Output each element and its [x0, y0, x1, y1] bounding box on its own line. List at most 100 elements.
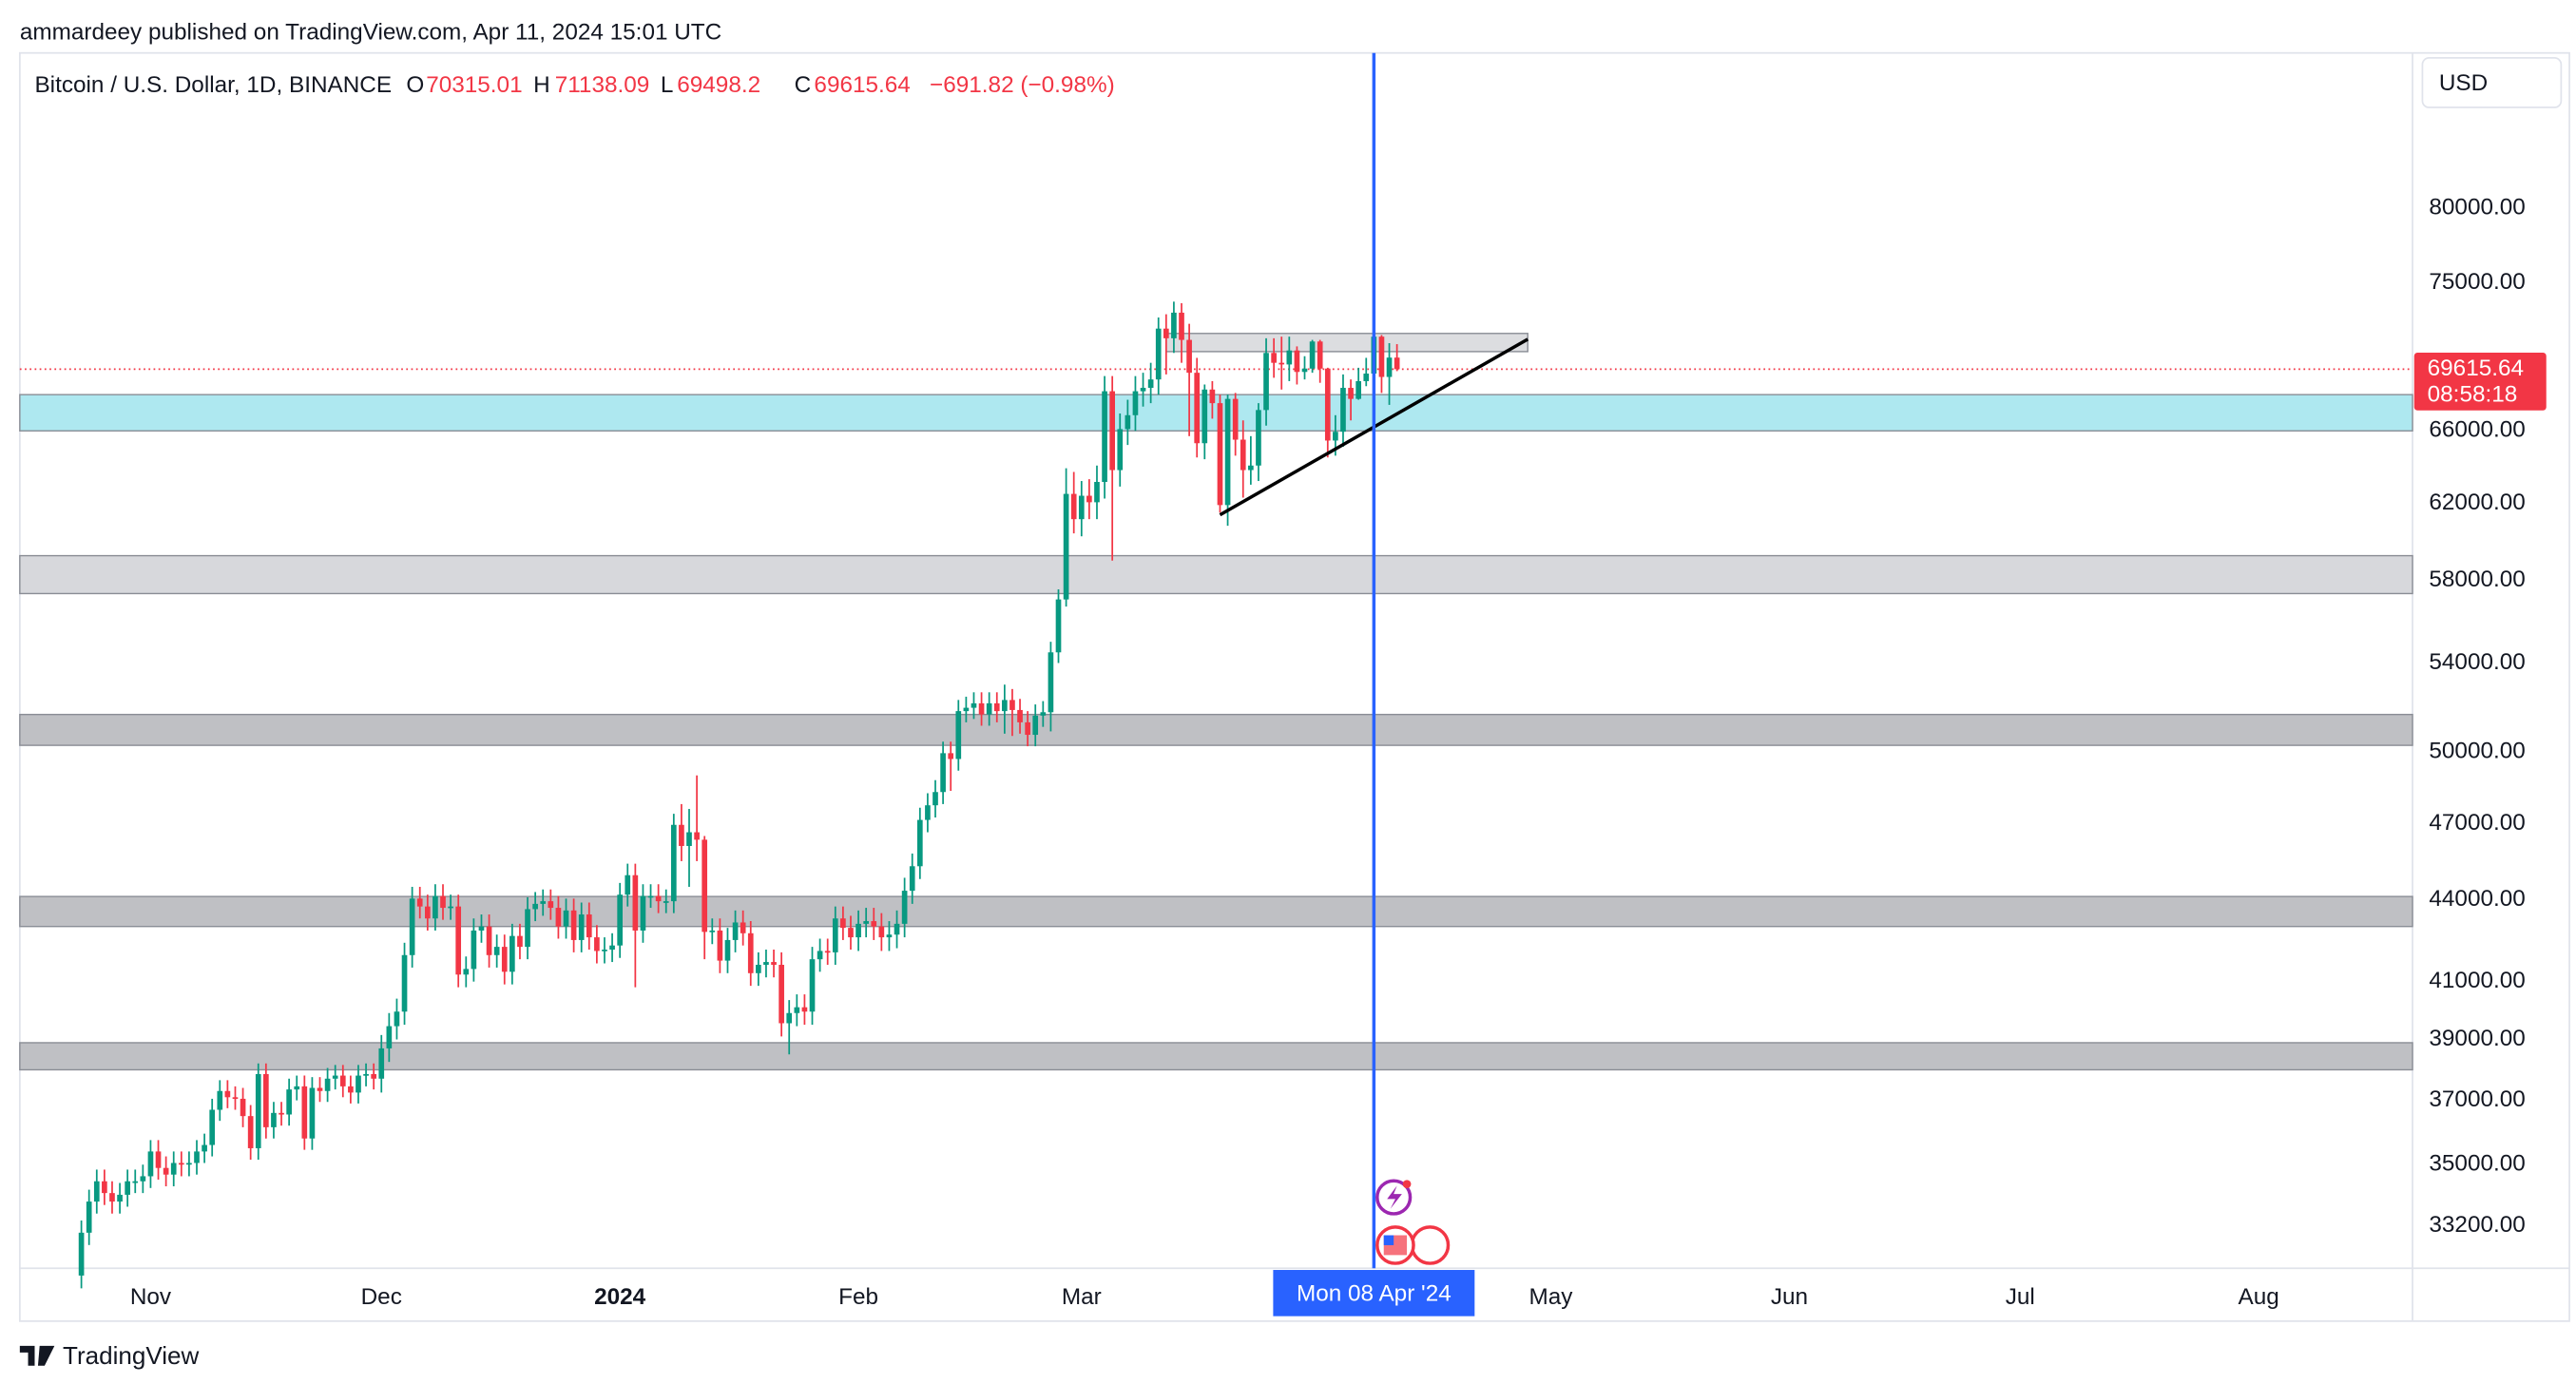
- zone: [1165, 333, 1528, 353]
- event-bolt: [1387, 1185, 1402, 1209]
- candle-body: [578, 914, 585, 940]
- x-tick-label: Jun: [1771, 1284, 1808, 1310]
- candle-body: [178, 1163, 184, 1165]
- candle-body: [625, 875, 631, 895]
- candle-body: [663, 901, 669, 903]
- candle-body: [163, 1167, 169, 1175]
- candle-body: [125, 1181, 130, 1195]
- candle-body: [240, 1098, 246, 1117]
- y-tick-label: 37000.00: [2429, 1086, 2525, 1112]
- y-tick-label: 75000.00: [2429, 269, 2525, 295]
- event-icon[interactable]: [1410, 1225, 1451, 1265]
- candle-body: [109, 1193, 115, 1202]
- candle-body: [1086, 495, 1092, 503]
- candle-body: [1125, 414, 1131, 430]
- candle-body: [102, 1181, 107, 1194]
- candle-body: [655, 895, 662, 902]
- candle-body: [1355, 380, 1362, 399]
- candle-body: [647, 895, 654, 898]
- candle-body: [786, 1012, 793, 1024]
- candle-body: [717, 930, 723, 961]
- plot-area: [19, 52, 2413, 1289]
- legend-value: 71138.09: [555, 72, 650, 98]
- candle-body: [1048, 652, 1054, 713]
- candle-body: [209, 1109, 216, 1145]
- candle-body: [570, 910, 577, 940]
- candle-body: [1194, 373, 1201, 444]
- event-icons: [1375, 1179, 1451, 1265]
- zone: [19, 394, 2413, 432]
- y-tick-label: 44000.00: [2429, 886, 2525, 912]
- zone: [19, 554, 2413, 595]
- candle-body: [894, 923, 900, 935]
- candle-body: [1394, 357, 1400, 370]
- candle-body: [1017, 709, 1023, 722]
- candle-body: [140, 1176, 146, 1182]
- y-tick-label: 66000.00: [2429, 417, 2525, 443]
- candle-body: [1025, 721, 1030, 736]
- candle-body: [609, 945, 615, 950]
- candle-body: [448, 906, 453, 909]
- candle-body: [493, 947, 500, 955]
- candle-body: [1348, 388, 1354, 399]
- candle-body: [1224, 398, 1231, 506]
- candle-body: [501, 947, 508, 972]
- candle-body: [548, 901, 554, 909]
- currency-label: USD: [2439, 70, 2488, 96]
- y-tick-label: 35000.00: [2429, 1151, 2525, 1177]
- candle-body: [963, 707, 970, 712]
- candle-body: [817, 951, 823, 960]
- candle-body: [563, 910, 569, 927]
- logo-mark: [19, 1345, 55, 1366]
- candle-body: [1094, 481, 1100, 503]
- candle-body: [1248, 465, 1254, 471]
- y-tick-label: 54000.00: [2429, 649, 2525, 675]
- candle-body: [993, 702, 1000, 712]
- candle-body: [540, 901, 547, 904]
- symbol-info: Bitcoin / U.S. Dollar, 1D, BINANCE: [34, 72, 392, 98]
- candle-body: [886, 934, 893, 938]
- candle-body: [1117, 429, 1124, 471]
- candle-body: [670, 824, 677, 902]
- candle-body: [332, 1075, 338, 1079]
- candle-body: [1009, 700, 1015, 710]
- candle-body: [871, 921, 877, 927]
- candle-body: [478, 926, 485, 931]
- candle-body: [1363, 374, 1370, 381]
- currency-button[interactable]: [2421, 57, 2563, 108]
- candle-body: [1140, 388, 1146, 392]
- candle-body: [255, 1073, 261, 1148]
- candle-body: [224, 1090, 231, 1098]
- candle-body: [401, 954, 408, 1012]
- candle-body: [279, 1112, 284, 1115]
- candle-body: [794, 1007, 800, 1013]
- candle-body: [916, 819, 923, 867]
- candle-body: [1240, 439, 1246, 471]
- candle-body: [247, 1116, 254, 1148]
- candle-body: [339, 1075, 346, 1086]
- price-tag-value: 69615.64: [2428, 356, 2524, 381]
- candle-body: [940, 753, 946, 793]
- candle-body: [1155, 328, 1162, 380]
- candle-body: [517, 935, 523, 948]
- candle-body: [632, 875, 639, 931]
- candle-body: [317, 1087, 323, 1091]
- zone: [19, 713, 2413, 746]
- candle-body: [948, 753, 954, 759]
- candle-body: [232, 1097, 239, 1100]
- candle-body: [909, 866, 915, 892]
- candle-body: [440, 895, 446, 909]
- candle-body: [1078, 495, 1085, 520]
- footer-brand: TradingView: [63, 1341, 200, 1370]
- y-tick-label: 58000.00: [2429, 567, 2525, 592]
- zone: [19, 895, 2413, 928]
- candle-body: [732, 922, 739, 940]
- candle-body: [978, 702, 985, 715]
- x-tick-label: Aug: [2239, 1284, 2279, 1310]
- candle-body: [1386, 357, 1393, 377]
- candle-body: [694, 832, 700, 840]
- candle-body: [93, 1181, 100, 1202]
- candle-body: [1055, 599, 1062, 653]
- chart-frame: [18, 51, 2570, 1322]
- candle-body: [132, 1181, 139, 1183]
